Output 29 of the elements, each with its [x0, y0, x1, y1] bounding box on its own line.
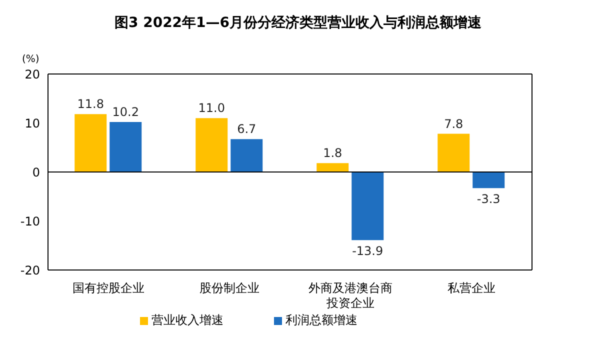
x-tick-label: 私营企业	[448, 281, 496, 295]
bar	[196, 118, 228, 172]
data-label: 10.2	[112, 105, 139, 120]
x-tick-label: 外商及港澳台商投资企业	[308, 281, 392, 310]
bar	[110, 122, 142, 172]
y-tick-label: -20	[20, 263, 40, 278]
data-label: 6.7	[237, 122, 256, 136]
legend-label: 营业收入增速	[152, 313, 224, 327]
bar	[438, 134, 470, 172]
data-label: 7.8	[444, 116, 464, 131]
y-axis-title: (%)	[22, 54, 40, 65]
data-label: 1.8	[323, 146, 342, 160]
bar	[74, 114, 107, 172]
bar	[316, 163, 349, 172]
bar	[230, 139, 263, 172]
y-tick-label: 20	[24, 67, 40, 82]
y-tick-label: -10	[20, 214, 40, 228]
bar	[352, 172, 384, 240]
y-tick-label: 0	[32, 165, 40, 180]
bar	[472, 172, 505, 188]
y-tick-label: 10	[24, 116, 40, 130]
x-tick-label: 国有控股企业	[72, 281, 144, 295]
data-label: -3.3	[476, 192, 500, 206]
data-label: -13.9	[352, 244, 384, 258]
legend-label: 利润总额增速	[286, 313, 358, 327]
data-label: 11.8	[77, 97, 104, 112]
chart-title: 图3 2022年1—6月份分经济类型营业收入与利润总额增速	[113, 14, 483, 32]
x-tick-label: 股份制企业	[200, 281, 260, 295]
data-label: 11.0	[198, 101, 225, 116]
